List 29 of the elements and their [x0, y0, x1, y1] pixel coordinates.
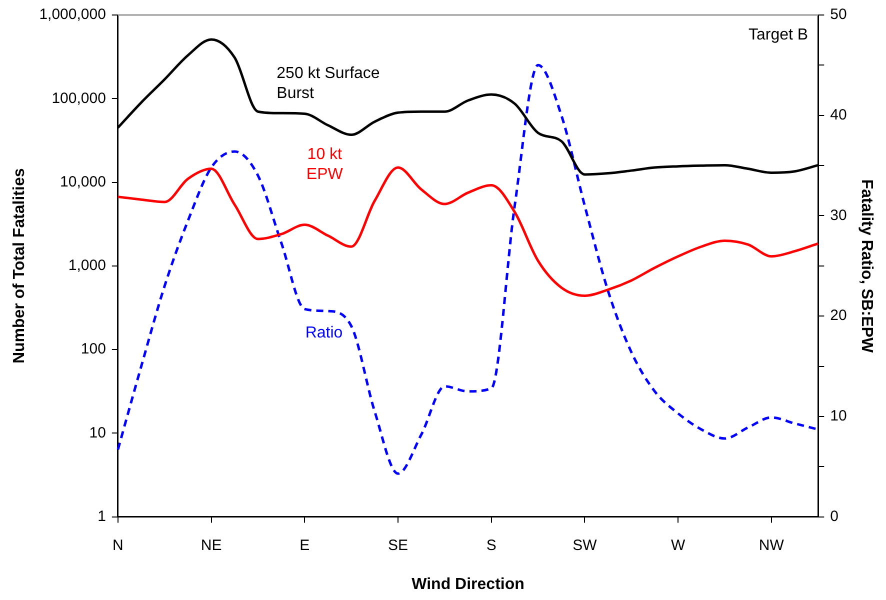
y-tick-label: 1	[98, 508, 106, 525]
x-tick-label: SW	[572, 536, 598, 554]
x-tick-label: W	[670, 536, 686, 554]
x-tick-label: NE	[200, 536, 222, 554]
x-tick-label: S	[486, 536, 496, 554]
series-label: Ratio	[305, 324, 343, 342]
y-tick-label: 1,000,000	[39, 6, 106, 24]
y2-tick-label: 0	[830, 508, 838, 525]
y2-tick-label: 20	[830, 307, 847, 324]
x-tick-label: SE	[388, 536, 408, 554]
y2-tick-label: 50	[830, 6, 847, 24]
series-label: 250 kt Surface Burst	[276, 65, 380, 102]
y2-tick-label: 30	[830, 206, 847, 224]
y-tick-label: 10,000	[60, 173, 106, 190]
y-tick-label: 100,000	[52, 90, 106, 107]
x-axis-title: Wind Direction	[412, 576, 524, 593]
y-axis-title: Number of Total Fatalities	[11, 168, 28, 364]
annotation: Target B	[748, 26, 808, 44]
x-tick-label: NW	[758, 536, 785, 554]
line-series	[116, 166, 820, 297]
x-tick-label: N	[112, 536, 124, 554]
x-tick-label: E	[300, 536, 310, 554]
y2-tick-label: 10	[830, 408, 847, 425]
y-tick-label: 10	[89, 424, 106, 442]
text: 10 kt EPW	[306, 146, 344, 184]
y2-axis-title: Fatality Ratio, SB:EPW	[858, 179, 875, 354]
y-tick-label: 1,000	[68, 257, 106, 274]
y-tick-label: 100	[80, 340, 106, 358]
y2-tick-label: 40	[830, 106, 847, 124]
